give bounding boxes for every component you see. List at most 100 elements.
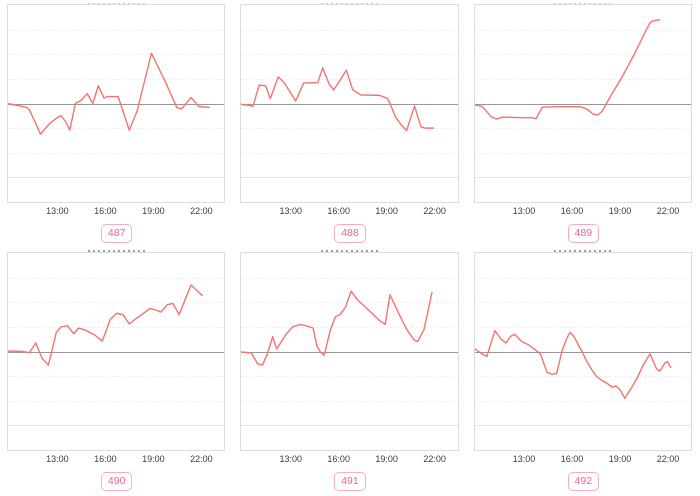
plot-area bbox=[7, 4, 226, 203]
gridline bbox=[241, 128, 458, 130]
x-tick-label: 16:00 bbox=[327, 206, 350, 216]
x-tick-label: 22:00 bbox=[656, 206, 680, 216]
x-tick-label: 13:00 bbox=[279, 454, 302, 464]
series-line bbox=[475, 20, 660, 119]
gridline bbox=[241, 425, 458, 427]
x-tick-label: 19:00 bbox=[608, 206, 632, 216]
chart-number-badge[interactable]: 491 bbox=[334, 472, 366, 492]
x-axis: 13:00 16:00 19:00 22:00 bbox=[474, 203, 692, 220]
gridline bbox=[8, 29, 225, 31]
chart-number-badge[interactable]: 492 bbox=[567, 472, 600, 492]
clipped-chart-title bbox=[233, 0, 466, 4]
clipped-chart-title bbox=[0, 248, 233, 252]
gridline bbox=[474, 152, 691, 154]
zero-line bbox=[474, 103, 691, 105]
clipped-chart-title bbox=[0, 0, 233, 4]
chart-number-badge[interactable]: 487 bbox=[100, 224, 133, 244]
chart-panel: 13:00 16:00 19:00 22:00 491 bbox=[233, 248, 466, 496]
gridline bbox=[8, 400, 225, 402]
zero-line bbox=[241, 103, 458, 105]
x-tick-label: 13:00 bbox=[279, 206, 302, 216]
x-tick-label: 19:00 bbox=[142, 454, 165, 464]
gridline bbox=[474, 29, 691, 31]
badge-row: 488 bbox=[233, 220, 466, 248]
chart-panel: 13:00 16:00 19:00 22:00 492 bbox=[467, 248, 700, 496]
gridline bbox=[241, 177, 458, 179]
gridline bbox=[241, 400, 458, 402]
x-tick-label: 19:00 bbox=[142, 206, 165, 216]
gridline bbox=[241, 54, 458, 56]
chart-number-badge[interactable]: 490 bbox=[100, 472, 133, 492]
gridline bbox=[474, 277, 691, 279]
badge-row: 490 bbox=[0, 468, 233, 496]
plot-area bbox=[240, 4, 459, 203]
line-series-svg bbox=[475, 5, 691, 202]
clipped-title-text-remnant bbox=[87, 250, 146, 252]
chart-number-badge[interactable]: 489 bbox=[567, 224, 600, 244]
x-tick-label: 19:00 bbox=[608, 454, 632, 464]
chart-panel: 13:00 16:00 19:00 22:00 490 bbox=[0, 248, 233, 496]
clipped-title-text-remnant bbox=[320, 3, 379, 4]
line-series-svg bbox=[8, 253, 224, 450]
gridline bbox=[474, 376, 691, 378]
plot-area bbox=[473, 4, 692, 203]
series-line bbox=[241, 291, 432, 365]
gridline bbox=[8, 78, 225, 80]
x-tick-label: 13:00 bbox=[512, 206, 536, 216]
x-tick-label: 16:00 bbox=[94, 454, 117, 464]
line-series-svg bbox=[241, 5, 457, 202]
clipped-chart-title bbox=[233, 248, 466, 252]
series-line bbox=[8, 285, 202, 365]
x-tick-label: 22:00 bbox=[423, 454, 446, 464]
x-tick-label: 16:00 bbox=[560, 454, 584, 464]
badge-row: 491 bbox=[233, 468, 466, 496]
x-tick-label: 13:00 bbox=[512, 454, 536, 464]
plot-area bbox=[240, 252, 459, 451]
zero-line bbox=[8, 351, 225, 353]
gridline bbox=[241, 326, 458, 328]
x-tick-label: 13:00 bbox=[46, 206, 69, 216]
clipped-title-text-remnant bbox=[554, 250, 613, 252]
x-tick-label: 16:00 bbox=[327, 454, 350, 464]
x-axis: 13:00 16:00 19:00 22:00 bbox=[7, 203, 225, 220]
chart-panel: 13:00 16:00 19:00 22:00 489 bbox=[467, 0, 700, 248]
gridline bbox=[474, 302, 691, 304]
zero-line bbox=[241, 351, 458, 353]
gridline bbox=[8, 326, 225, 328]
gridline bbox=[8, 425, 225, 427]
gridline bbox=[474, 326, 691, 328]
x-tick-label: 13:00 bbox=[46, 454, 69, 464]
gridline bbox=[241, 376, 458, 378]
gridline bbox=[8, 152, 225, 154]
gridline bbox=[474, 54, 691, 56]
gridline bbox=[241, 29, 458, 31]
x-tick-label: 22:00 bbox=[190, 206, 213, 216]
gridline bbox=[241, 302, 458, 304]
gridline bbox=[474, 177, 691, 179]
series-line bbox=[241, 68, 434, 131]
chart-panel: 13:00 16:00 19:00 22:00 488 bbox=[233, 0, 466, 248]
x-tick-label: 19:00 bbox=[375, 206, 398, 216]
badge-row: 492 bbox=[467, 468, 700, 496]
gridline bbox=[8, 277, 225, 279]
gridline bbox=[8, 376, 225, 378]
zero-line bbox=[474, 351, 691, 353]
clipped-title-text-remnant bbox=[554, 3, 613, 4]
series-line bbox=[475, 331, 671, 399]
line-series-svg bbox=[8, 5, 224, 202]
gridline bbox=[474, 425, 691, 427]
line-series-svg bbox=[241, 253, 457, 450]
gridline bbox=[474, 128, 691, 130]
gridline bbox=[474, 78, 691, 80]
gridline bbox=[8, 54, 225, 56]
clipped-title-text-remnant bbox=[87, 3, 146, 4]
badge-row: 487 bbox=[0, 220, 233, 248]
zero-line bbox=[8, 103, 225, 105]
chart-number-badge[interactable]: 488 bbox=[334, 224, 366, 244]
gridline bbox=[474, 400, 691, 402]
badge-row: 489 bbox=[467, 220, 700, 248]
x-tick-label: 22:00 bbox=[423, 206, 446, 216]
clipped-chart-title bbox=[467, 248, 700, 252]
x-tick-label: 22:00 bbox=[190, 454, 213, 464]
